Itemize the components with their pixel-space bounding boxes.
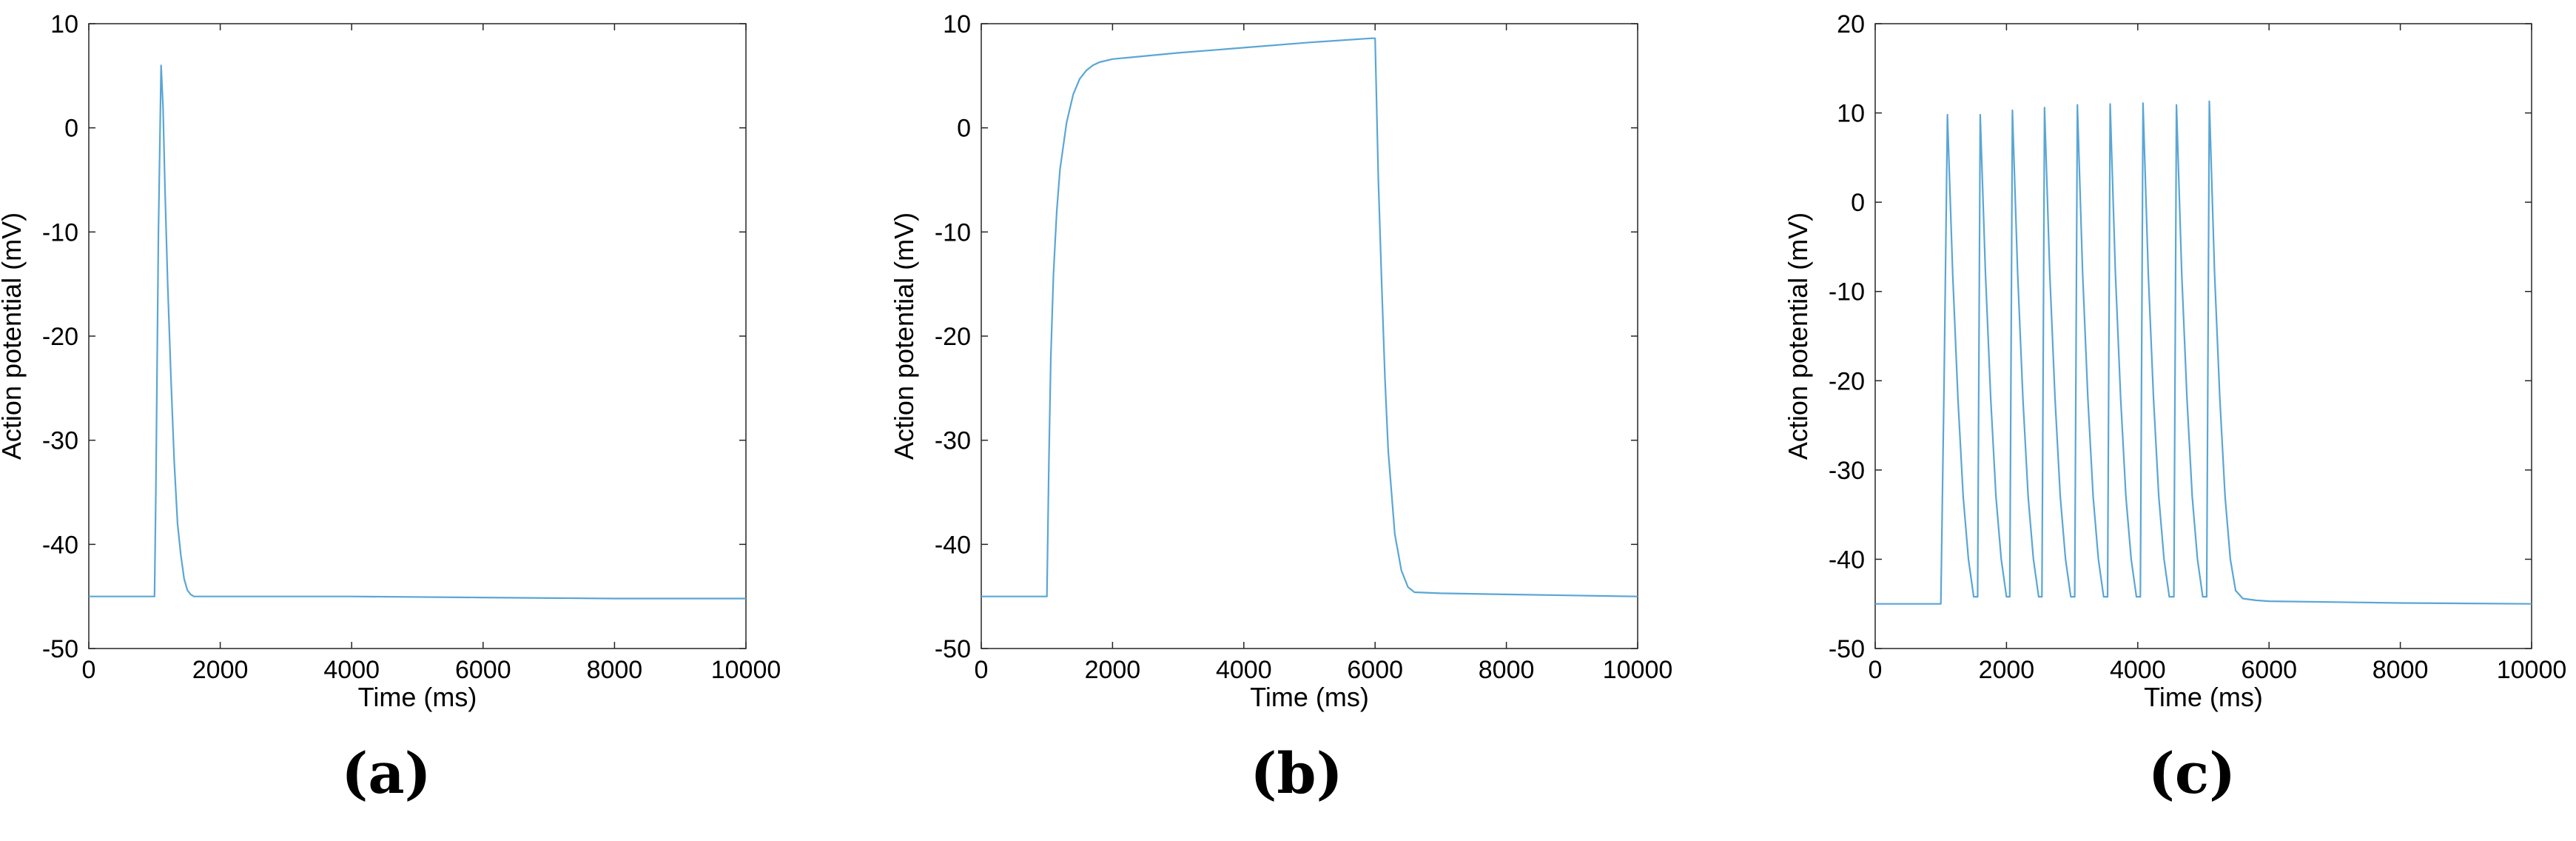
y-tick-label: -40 bbox=[1829, 546, 1865, 574]
x-tick-label: 2000 bbox=[192, 656, 249, 684]
y-tick-label: -50 bbox=[935, 635, 971, 663]
panel-label-a: (a) bbox=[341, 740, 431, 806]
chart-panel-2: 0 2000 4000 6000 8000 10000 -50 -40 -30 -20 -10 0 10… bbox=[889, 10, 1672, 712]
y-tick-label: -20 bbox=[1829, 367, 1865, 395]
y-tick-label: 20 bbox=[1837, 10, 1865, 38]
x-tick-label: 8000 bbox=[587, 656, 643, 684]
y-tick-label: 0 bbox=[957, 115, 971, 143]
x-tick-label: 0 bbox=[82, 656, 96, 684]
x-tick-label: 2000 bbox=[1085, 656, 1141, 684]
x-tick-label: 6000 bbox=[2241, 656, 2297, 684]
x-tick-label: 0 bbox=[975, 656, 989, 684]
series-line bbox=[1875, 100, 2532, 605]
x-tick-label: 2000 bbox=[1979, 656, 2035, 684]
series-line bbox=[89, 64, 746, 600]
x-tick-label: 8000 bbox=[2372, 656, 2429, 684]
x-axis-label: Time (ms) bbox=[1250, 682, 1369, 712]
y-tick-label: 0 bbox=[64, 115, 78, 143]
x-tick-label: 6000 bbox=[1347, 656, 1403, 684]
y-tick-label: -20 bbox=[935, 323, 971, 351]
y-tick-label: -50 bbox=[42, 635, 78, 663]
panel-label-c: (c) bbox=[2148, 740, 2236, 806]
x-tick-label: 4000 bbox=[1216, 656, 1272, 684]
y-tick-label: -30 bbox=[935, 427, 971, 455]
y-tick-label: -40 bbox=[42, 531, 78, 559]
x-tick-label: 10000 bbox=[2497, 656, 2567, 684]
y-tick-label: -30 bbox=[42, 427, 78, 455]
x-tick-label: 8000 bbox=[1479, 656, 1535, 684]
y-tick-label: 10 bbox=[1837, 100, 1865, 128]
y-tick-label: 10 bbox=[50, 10, 78, 38]
x-tick-label: 4000 bbox=[2110, 656, 2166, 684]
x-tick-label: 6000 bbox=[455, 656, 511, 684]
x-tick-label: 10000 bbox=[711, 656, 781, 684]
x-tick-label: 10000 bbox=[1603, 656, 1673, 684]
x-axis-label: Time (ms) bbox=[2144, 682, 2263, 712]
series-line bbox=[981, 37, 1638, 597]
panel-label-b: (b) bbox=[1250, 740, 1343, 806]
y-tick-label: -20 bbox=[42, 323, 78, 351]
y-tick-label: -10 bbox=[1829, 278, 1865, 306]
chart-panel-3: 0 2000 4000 6000 8000 10000 -50 -40 -30 -20 -10 0 10… bbox=[1783, 10, 2566, 712]
y-tick-label: -30 bbox=[1829, 457, 1865, 485]
x-tick-label: 4000 bbox=[323, 656, 380, 684]
y-axis-label: Action potential (mV) bbox=[1783, 212, 1813, 460]
y-tick-label: -50 bbox=[1829, 635, 1865, 663]
plot-frame bbox=[1874, 23, 2532, 649]
y-axis-label: Action potential (mV) bbox=[889, 212, 919, 460]
plot-frame bbox=[88, 23, 747, 649]
plot-frame bbox=[981, 23, 1638, 649]
y-tick-label: -10 bbox=[42, 218, 78, 247]
y-tick-label: -40 bbox=[935, 531, 971, 559]
y-tick-label: 10 bbox=[943, 10, 971, 38]
x-axis-label: Time (ms) bbox=[358, 682, 477, 712]
chart-panel-1: 0 2000 4000 6000 8000 10000 -50 -40 -30 -20 -10 0 10… bbox=[0, 10, 781, 712]
y-tick-label: -10 bbox=[935, 218, 971, 247]
x-tick-label: 0 bbox=[1869, 656, 1883, 684]
y-tick-label: 0 bbox=[1851, 189, 1865, 217]
y-axis-label: Action potential (mV) bbox=[0, 212, 27, 460]
